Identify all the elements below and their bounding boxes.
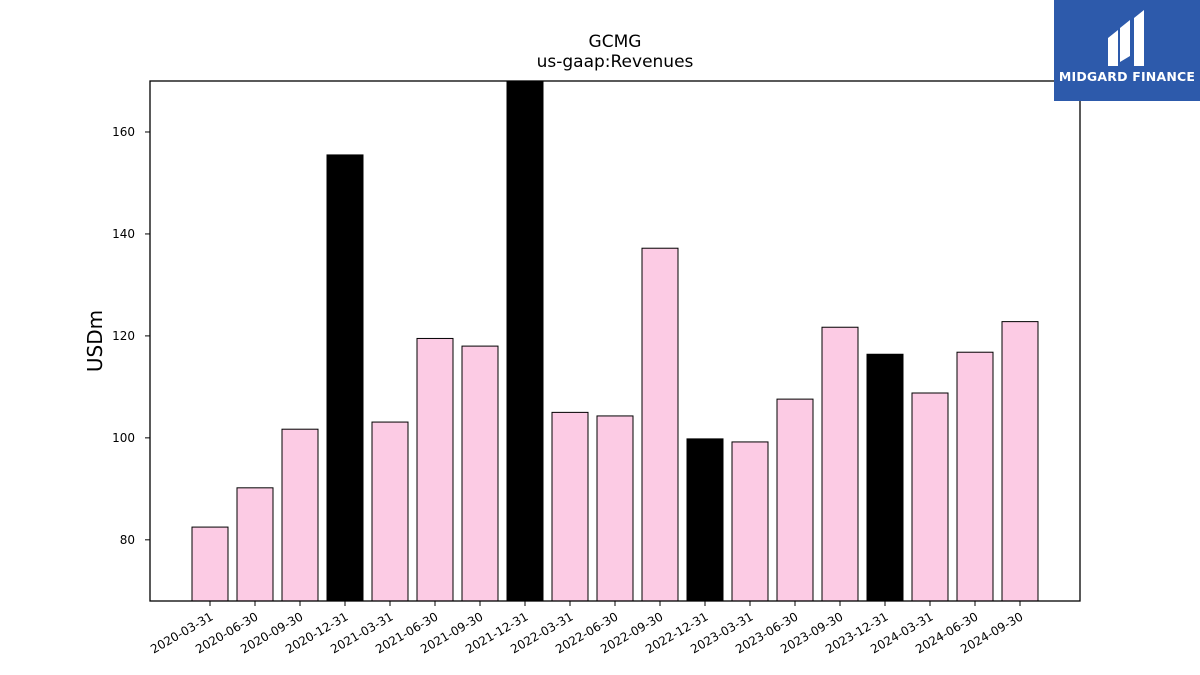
bar-2020-06-30 [236, 487, 274, 602]
bar-2024-03-31 [911, 392, 949, 602]
x-axis: 2020-03-312020-06-302020-09-302020-12-31… [148, 601, 1026, 656]
bar-2023-03-31 [731, 441, 769, 602]
y-tick-label: 140 [112, 227, 135, 241]
bar-2023-09-30 [821, 326, 859, 602]
plot-frame [149, 80, 1081, 602]
y-axis-label: USDm [83, 310, 107, 372]
y-axis: 80 100 120 140 160 [112, 125, 150, 547]
bars-group [191, 80, 1039, 602]
logo-text: MIDGARD FINANCE [1058, 69, 1196, 84]
logo-mark-icon [1108, 10, 1144, 66]
y-tick-label: 80 [120, 533, 135, 547]
bar-2023-12-31 [866, 353, 904, 602]
brand-logo: MIDGARD FINANCE [1054, 0, 1200, 101]
chart-subtitle: us-gaap:Revenues [536, 52, 694, 72]
bar-2021-03-31 [371, 421, 409, 602]
chart-title: GCMG [588, 32, 642, 52]
bar-2022-12-31 [686, 438, 724, 602]
bar-2024-06-30 [956, 351, 994, 602]
bar-2021-06-30 [416, 337, 454, 602]
bar-2022-03-31 [551, 411, 589, 602]
y-tick-label: 160 [112, 125, 135, 139]
bar-2020-09-30 [281, 428, 319, 602]
bar-2020-03-31 [191, 526, 229, 602]
bar-2022-09-30 [641, 247, 679, 602]
bar-2024-09-30 [1001, 321, 1039, 602]
bar-2021-12-31 [506, 80, 544, 602]
y-tick-label: 120 [112, 329, 135, 343]
bar-2020-12-31 [326, 154, 364, 602]
y-tick-label: 100 [112, 431, 135, 445]
bar-2022-06-30 [596, 415, 634, 602]
bar-2021-09-30 [461, 345, 499, 602]
bar-2023-06-30 [776, 398, 814, 602]
